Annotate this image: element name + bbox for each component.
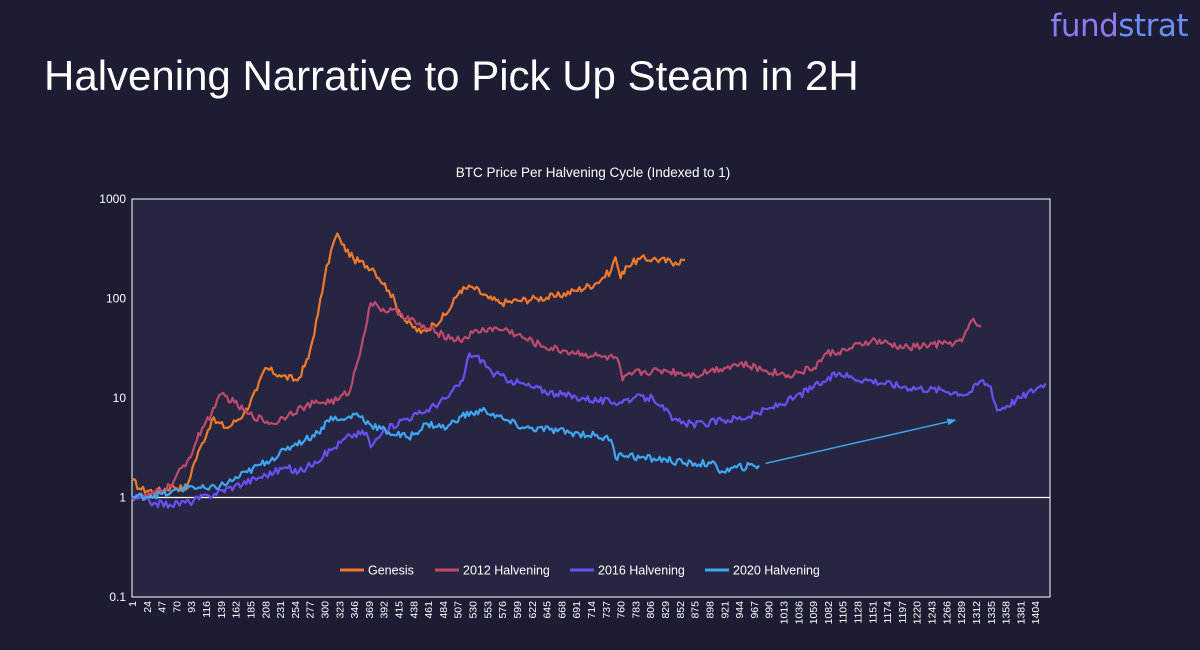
x-tick-label: 852 bbox=[675, 601, 687, 619]
x-tick-label: 1059 bbox=[808, 601, 820, 625]
x-tick-label: 645 bbox=[542, 601, 554, 619]
x-tick-label: 1128 bbox=[853, 601, 865, 624]
x-tick-label: 1105 bbox=[838, 601, 850, 624]
series-line-2016-halvening bbox=[131, 352, 1047, 509]
legend-item-genesis: Genesis bbox=[340, 564, 414, 578]
x-tick-label: 208 bbox=[260, 601, 272, 619]
trend-arrow bbox=[765, 418, 957, 465]
x-tick-label: 461 bbox=[423, 601, 435, 619]
x-tick-label: 714 bbox=[586, 601, 598, 619]
x-tick-label: 921 bbox=[719, 601, 731, 619]
x-tick-label: 438 bbox=[408, 601, 420, 619]
y-tick-label: 0.1 bbox=[109, 590, 126, 604]
x-tick-label: 116 bbox=[201, 601, 213, 618]
x-tick-label: 668 bbox=[556, 601, 568, 619]
y-tick-label: 1 bbox=[119, 491, 126, 505]
x-tick-label: 1036 bbox=[793, 601, 805, 625]
x-tick-label: 369 bbox=[364, 601, 376, 619]
legend-label: 2016 Halvening bbox=[598, 564, 685, 578]
x-tick-label: 1197 bbox=[897, 601, 909, 624]
y-tick-label: 100 bbox=[106, 292, 126, 306]
x-tick-label: 1013 bbox=[778, 601, 790, 625]
x-tick-label: 944 bbox=[734, 601, 746, 619]
x-tick-label: 783 bbox=[630, 601, 642, 619]
x-tick-label: 93 bbox=[186, 601, 198, 613]
x-tick-label: 829 bbox=[660, 601, 672, 619]
x-tick-label: 162 bbox=[231, 601, 243, 619]
x-tick-label: 576 bbox=[497, 601, 509, 619]
series-line-genesis bbox=[131, 232, 686, 496]
x-tick-label: 1335 bbox=[986, 601, 998, 625]
x-tick-label: 277 bbox=[305, 601, 317, 619]
x-tick-label: 1082 bbox=[823, 601, 835, 625]
series-line-2020-halvening bbox=[131, 406, 760, 501]
x-tick-label: 875 bbox=[690, 601, 702, 619]
x-tick-label: 990 bbox=[764, 601, 776, 619]
series-line-2012-halvening bbox=[131, 300, 982, 502]
chart-title: BTC Price Per Halvening Cycle (Indexed t… bbox=[456, 165, 731, 180]
x-tick-label: 1151 bbox=[867, 601, 879, 624]
x-tick-label: 70 bbox=[171, 601, 183, 613]
x-tick-label: 1358 bbox=[1001, 601, 1013, 625]
x-tick-label: 185 bbox=[245, 601, 257, 619]
x-tick-label: 392 bbox=[379, 601, 391, 619]
x-tick-label: 254 bbox=[290, 601, 302, 619]
x-tick-label: 24 bbox=[142, 601, 154, 613]
logo-text-fund: fund bbox=[1050, 8, 1119, 44]
x-tick-label: 898 bbox=[704, 601, 716, 619]
plot-area bbox=[131, 198, 1051, 598]
x-tick-label: 300 bbox=[319, 601, 331, 619]
legend-item-2020-halvening: 2020 Halvening bbox=[705, 564, 820, 578]
x-tick-label: 737 bbox=[601, 601, 613, 619]
x-tick-label: 1312 bbox=[971, 601, 983, 625]
x-tick-label: 231 bbox=[275, 601, 287, 619]
x-tick-label: 553 bbox=[482, 601, 494, 619]
x-tick-label: 1381 bbox=[1015, 601, 1027, 625]
x-tick-label: 139 bbox=[216, 601, 228, 619]
x-tick-label: 346 bbox=[349, 601, 361, 619]
page-title: Halvening Narrative to Pick Up Steam in … bbox=[44, 52, 859, 99]
x-tick-label: 691 bbox=[571, 601, 583, 619]
x-tick-label: 1404 bbox=[1030, 601, 1042, 625]
x-tick-label: 1266 bbox=[941, 601, 953, 625]
y-tick-label: 10 bbox=[113, 391, 127, 405]
x-tick-label: 622 bbox=[527, 601, 539, 619]
x-tick-label: 599 bbox=[512, 601, 524, 619]
logo-text-strat: strat bbox=[1118, 8, 1188, 44]
x-tick-label: 1289 bbox=[956, 601, 968, 625]
legend-label: 2020 Halvening bbox=[733, 564, 820, 578]
legend-label: Genesis bbox=[368, 564, 414, 578]
fundstrat-logo: fundstrat bbox=[1050, 8, 1188, 44]
legend-item-2016-halvening: 2016 Halvening bbox=[570, 564, 685, 578]
x-tick-label: 530 bbox=[468, 601, 480, 619]
x-tick-label: 323 bbox=[334, 601, 346, 619]
x-tick-label: 507 bbox=[453, 601, 465, 619]
x-tick-label: 1 bbox=[127, 601, 139, 607]
x-tick-label: 1243 bbox=[927, 601, 939, 625]
x-tick-label: 1174 bbox=[882, 601, 894, 624]
x-tick-label: 1220 bbox=[912, 601, 924, 625]
x-tick-label: 967 bbox=[749, 601, 761, 619]
x-tick-label: 806 bbox=[645, 601, 657, 619]
legend-item-2012-halvening: 2012 Halvening bbox=[435, 564, 550, 578]
x-tick-label: 760 bbox=[616, 601, 628, 619]
x-tick-label: 415 bbox=[394, 601, 406, 619]
legend-label: 2012 Halvening bbox=[463, 564, 550, 578]
x-tick-label: 47 bbox=[157, 601, 169, 613]
y-tick-label: 1000 bbox=[99, 192, 126, 206]
x-tick-label: 484 bbox=[438, 601, 450, 619]
